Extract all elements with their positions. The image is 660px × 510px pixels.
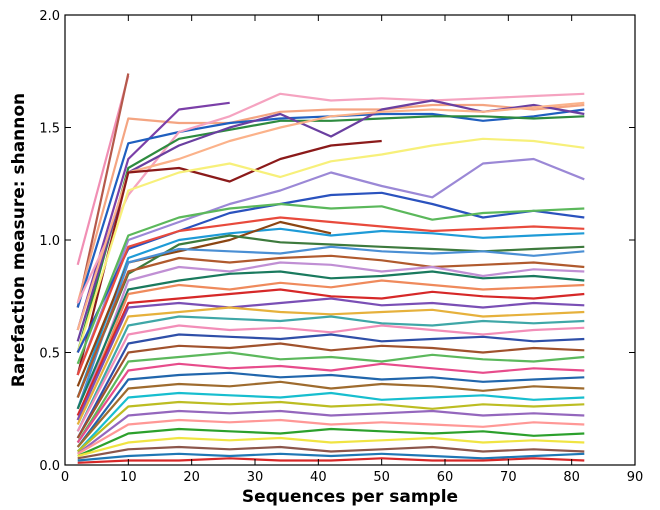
plot-background [65,15,635,465]
series-line-34 [76,380,585,448]
series-line-19 [76,245,585,410]
x-tick-label-80: 80 [563,470,580,485]
series-line-14 [76,202,585,365]
series-line-3 [76,103,585,304]
series-line-37 [77,409,585,455]
series-line-27 [76,315,585,432]
series-line-30 [76,342,585,439]
plot-frame [64,14,636,466]
x-tick-label-90: 90 [627,470,644,485]
series-line-40 [77,436,585,458]
series-line-35 [76,391,585,453]
series-line-10 [76,139,382,376]
x-tick-label-60: 60 [437,470,454,485]
series-lines [76,73,585,464]
series-line-16 [76,227,585,398]
series-line-43 [77,457,585,464]
x-tick-label-30: 30 [247,470,264,485]
y-tick-label-2: 2.0 [39,9,60,24]
series-line-32 [76,362,585,444]
y-tick-label-0: 0.0 [39,459,60,474]
y-tick-label-1: 1.0 [39,234,60,249]
series-line-9 [76,101,585,331]
series-line-23 [76,279,585,421]
y-tick-label-0.5: 0.5 [39,347,60,362]
x-axis-label: Sequences per sample [242,487,458,507]
series-line-28 [76,324,585,432]
x-tick-label-0: 0 [61,470,69,485]
series-line-39 [77,427,585,458]
series-line-38 [77,418,585,455]
series-line-11 [76,137,585,353]
x-tick-label-20: 20 [183,470,200,485]
series-line-25 [76,297,585,421]
series-line-26 [76,306,585,425]
series-line-15 [76,216,585,376]
series-line-20 [76,254,585,398]
series-line-24 [76,288,585,416]
y-axis-label: Rarefaction measure: shannon [9,93,29,387]
series-line-22 [76,270,585,410]
series-line-17 [76,220,332,387]
series-line-21 [76,261,585,421]
series-line-41 [77,445,585,460]
series-line-33 [76,371,585,448]
series-line-42 [77,452,585,462]
series-line-12 [76,157,585,376]
x-tick-label-10: 10 [120,470,137,485]
y-tick-label-1.5: 1.5 [39,122,60,137]
x-tick-label-50: 50 [373,470,390,485]
series-line-4 [76,101,230,331]
x-tick-label-70: 70 [500,470,517,485]
series-line-36 [76,400,585,453]
series-line-6 [76,92,585,304]
series-line-31 [76,351,585,444]
axis-ticks: 0 10 20 30 40 50 60 70 80 90 0.0 0.5 1.0 1.5 2.0 [39,9,643,485]
x-tick-label-40: 40 [310,470,327,485]
series-line-29 [76,333,585,439]
series-line-7 [76,115,585,353]
